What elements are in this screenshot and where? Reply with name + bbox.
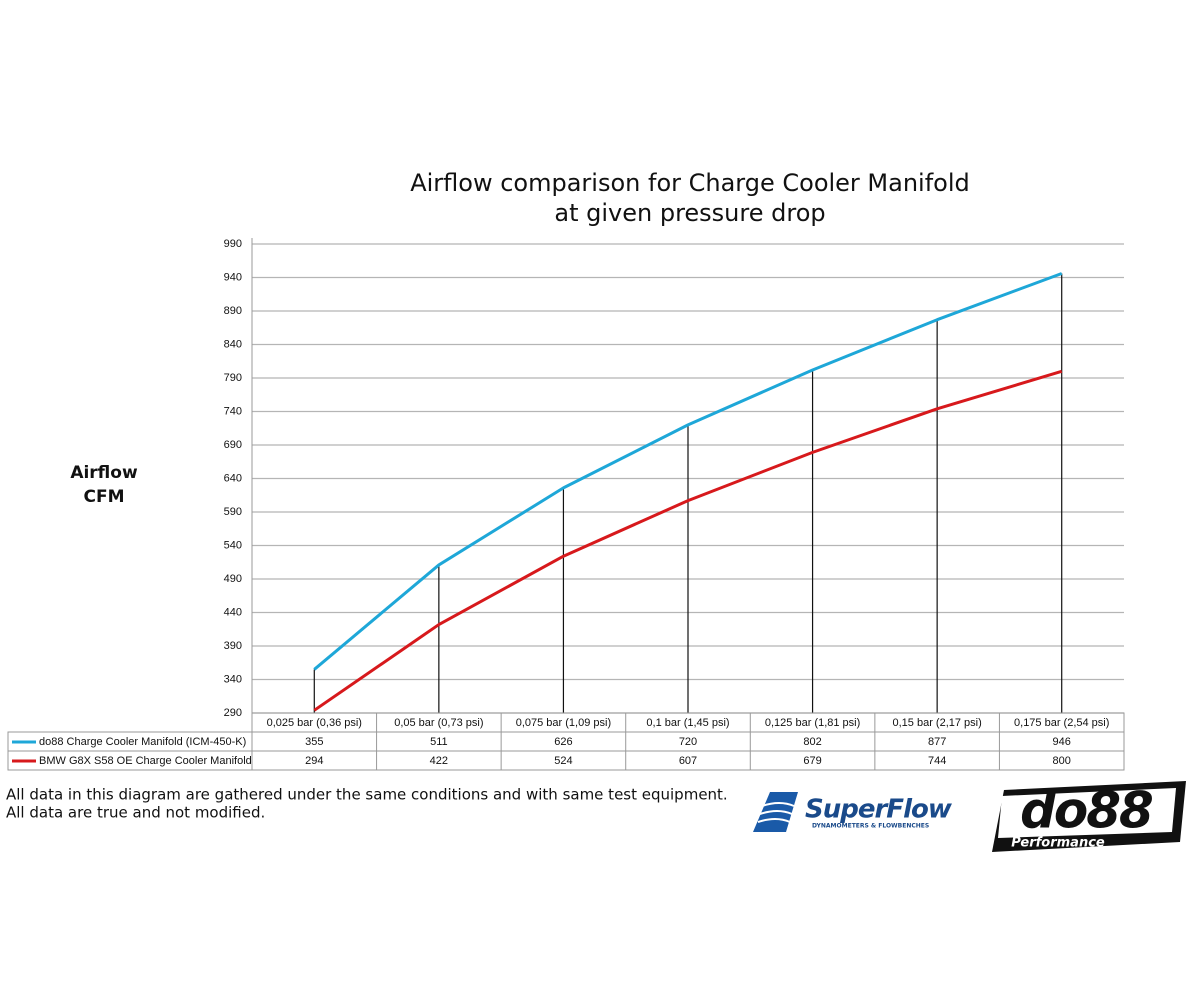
y-tick-label: 940 [224, 271, 242, 283]
chart-title: at given pressure drop [554, 199, 825, 227]
table-value: 744 [928, 755, 946, 767]
table-value: 800 [1053, 755, 1071, 767]
y-tick-label: 690 [224, 439, 242, 451]
y-tick-label: 740 [224, 405, 242, 417]
x-tick-label: 0,05 bar (0,73 psi) [394, 717, 483, 729]
table-value: 626 [554, 736, 572, 748]
table-value: 294 [305, 755, 323, 767]
x-tick-label: 0,1 bar (1,45 psi) [646, 717, 729, 729]
x-tick-label: 0,175 bar (2,54 psi) [1014, 717, 1109, 729]
y-tick-label: 340 [224, 673, 242, 685]
table-value: 720 [679, 736, 697, 748]
table-value: 679 [803, 755, 821, 767]
x-tick-label: 0,075 bar (1,09 psi) [516, 717, 611, 729]
y-axis-label: Airflow [70, 463, 138, 483]
series-line [313, 369, 1063, 712]
logo-text: do88 [1020, 782, 1152, 840]
table-value: 802 [803, 736, 821, 748]
legend-label: do88 Charge Cooler Manifold (ICM-450-K) [39, 736, 246, 748]
logo-shape [757, 802, 795, 823]
chart-title: Airflow comparison for Charge Cooler Man… [410, 169, 970, 197]
y-tick-label: 490 [224, 573, 242, 585]
x-tick-label: 0,125 bar (1,81 psi) [765, 717, 860, 729]
y-tick-label: 890 [224, 305, 242, 317]
table-value: 946 [1053, 736, 1071, 748]
table-value: 511 [430, 736, 448, 748]
table-value: 355 [305, 736, 323, 748]
table-value: 877 [928, 736, 946, 748]
table-value: 607 [679, 755, 697, 767]
y-tick-label: 540 [224, 539, 242, 551]
footnote: All data in this diagram are gathered un… [6, 786, 728, 804]
y-tick-label: 840 [224, 338, 242, 350]
logo-shape [998, 788, 1176, 838]
table-value: 422 [430, 755, 448, 767]
footnote: All data are true and not modified. [6, 804, 265, 822]
legend-label: BMW G8X S58 OE Charge Cooler Manifold [39, 755, 252, 767]
y-tick-label: 440 [224, 606, 242, 618]
y-tick-label: 640 [224, 472, 242, 484]
logo-tagline: DYNAMOMETERS & FLOWBENCHES [812, 823, 929, 830]
y-tick-label: 390 [224, 640, 242, 652]
y-axis-label: CFM [83, 487, 124, 507]
y-tick-label: 790 [224, 372, 242, 384]
x-tick-label: 0,15 bar (2,17 psi) [893, 717, 982, 729]
logo-text: SuperFlow [805, 795, 953, 825]
table-value: 524 [554, 755, 572, 767]
logo-tagline: Performance [1011, 836, 1105, 851]
y-tick-label: 290 [224, 707, 242, 719]
y-tick-label: 990 [224, 238, 242, 250]
x-tick-label: 0,025 bar (0,36 psi) [267, 717, 362, 729]
do88-logo: do88 Performance [992, 781, 1186, 852]
y-tick-label: 590 [224, 506, 242, 518]
series-line [313, 272, 1063, 671]
superflow-logo: SuperFlow DYNAMOMETERS & FLOWBENCHES [753, 792, 954, 832]
